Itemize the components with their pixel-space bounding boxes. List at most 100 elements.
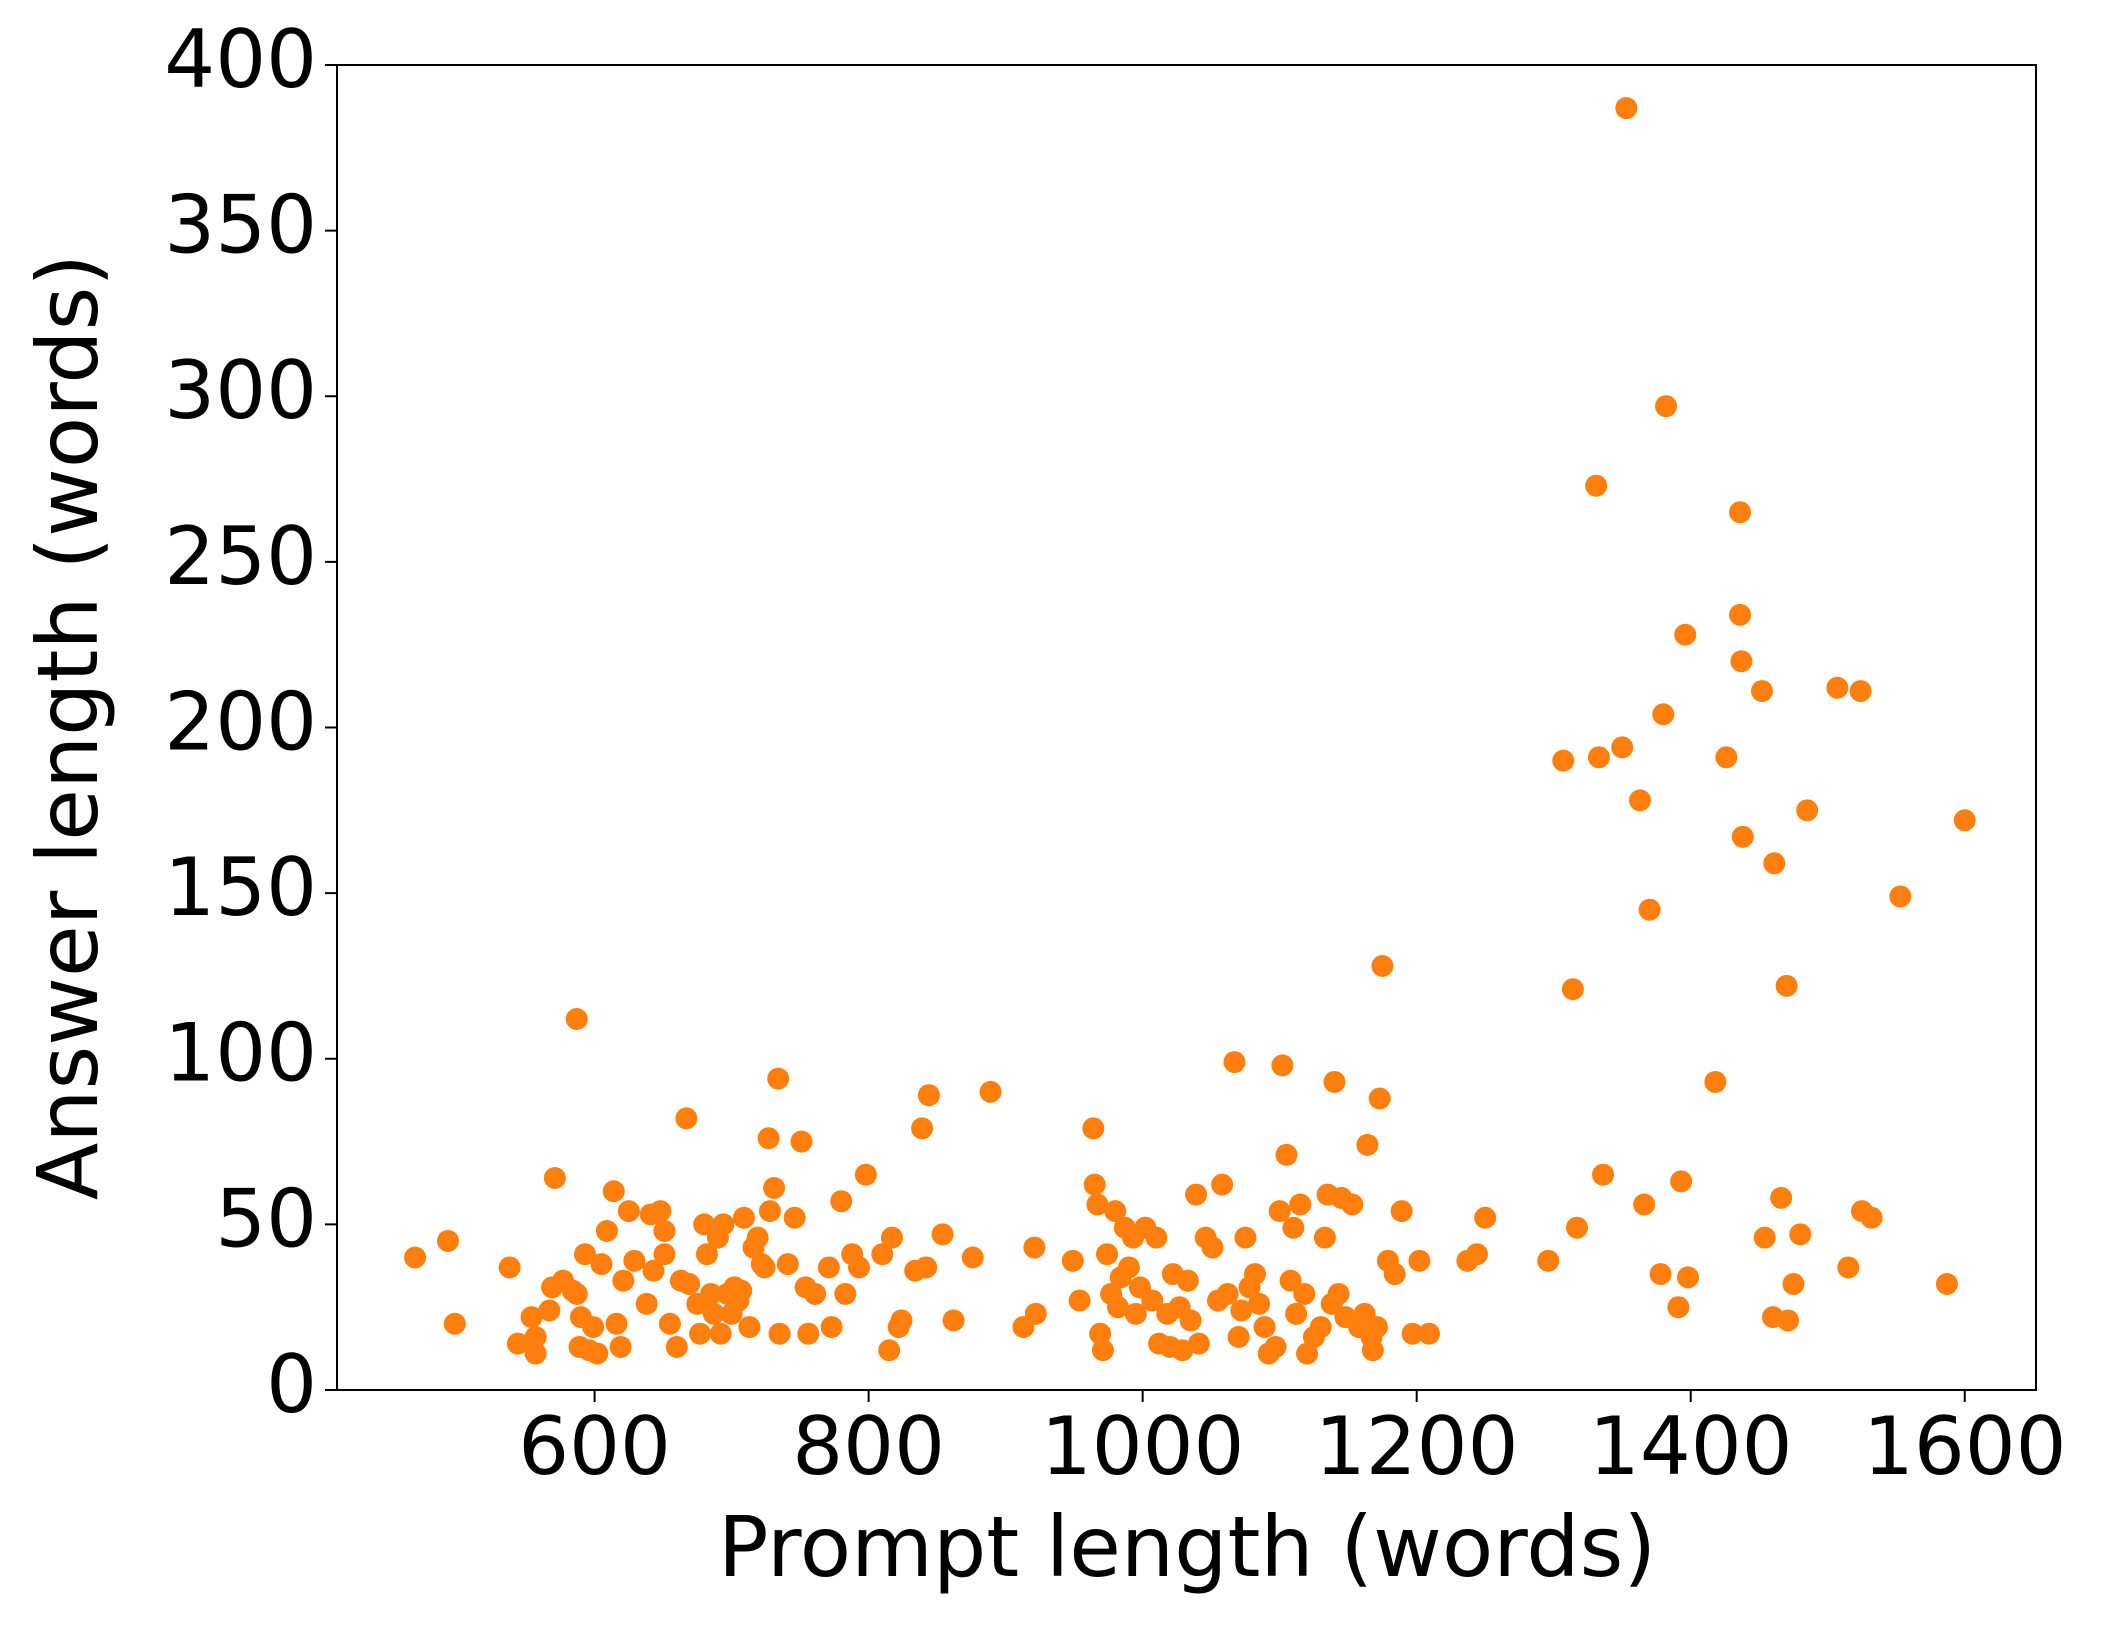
point <box>1289 1193 1312 1216</box>
point <box>1089 1322 1112 1345</box>
point <box>506 1332 529 1355</box>
point <box>1275 1143 1298 1166</box>
y-tick-label: 100 <box>164 1007 317 1100</box>
point <box>1537 1249 1560 1272</box>
point <box>767 1067 790 1090</box>
point <box>931 1223 954 1246</box>
point <box>738 1316 761 1339</box>
point <box>911 1117 934 1140</box>
x-tick-label: 1200 <box>1315 1400 1519 1493</box>
point <box>768 1322 791 1345</box>
point <box>890 1309 913 1332</box>
point <box>617 1200 640 1223</box>
point <box>1096 1243 1119 1266</box>
point <box>915 1256 938 1279</box>
point <box>848 1256 871 1279</box>
point <box>1889 885 1912 908</box>
point <box>1268 1200 1291 1223</box>
point <box>609 1335 632 1358</box>
point <box>1282 1216 1305 1239</box>
point <box>1145 1226 1168 1249</box>
point <box>1024 1302 1047 1325</box>
point <box>1227 1326 1250 1348</box>
point <box>653 1243 676 1266</box>
point <box>817 1256 840 1279</box>
x-tick-label: 1400 <box>1589 1400 1793 1493</box>
point <box>1418 1322 1441 1345</box>
point <box>1234 1226 1257 1249</box>
point <box>1935 1273 1958 1295</box>
point <box>1313 1226 1336 1249</box>
point <box>763 1176 786 1199</box>
point <box>605 1312 628 1335</box>
point <box>524 1326 547 1348</box>
point <box>1216 1282 1239 1305</box>
point <box>1465 1243 1488 1266</box>
point <box>746 1226 769 1249</box>
point <box>1187 1332 1210 1355</box>
y-tick-label: 350 <box>164 179 317 272</box>
point <box>1615 97 1638 120</box>
point <box>880 1226 903 1249</box>
point <box>665 1335 688 1358</box>
point <box>783 1206 806 1229</box>
point <box>753 1256 776 1279</box>
y-tick-label: 0 <box>266 1338 317 1431</box>
point <box>830 1190 853 1213</box>
x-tick-label: 1000 <box>1041 1400 1245 1493</box>
point <box>1585 474 1608 497</box>
point <box>1296 1342 1319 1365</box>
point <box>1179 1309 1202 1332</box>
point <box>1565 1216 1588 1239</box>
point <box>1068 1289 1091 1312</box>
plot-frame <box>336 64 2037 1391</box>
y-tick-label: 300 <box>164 344 317 437</box>
point <box>1091 1339 1114 1362</box>
point <box>1211 1173 1234 1196</box>
point <box>1361 1339 1384 1362</box>
point <box>758 1200 781 1223</box>
point <box>612 1269 635 1292</box>
point <box>1655 395 1678 418</box>
point <box>757 1127 780 1150</box>
point <box>1731 825 1754 848</box>
point <box>702 1302 725 1325</box>
point <box>1953 809 1976 832</box>
point <box>1271 1054 1294 1077</box>
y-tick-label: 50 <box>215 1172 317 1265</box>
point <box>590 1253 613 1276</box>
point <box>1649 1263 1672 1286</box>
point <box>1849 680 1872 703</box>
x-axis-label: Prompt length (words) <box>718 1498 1656 1596</box>
point <box>1106 1296 1129 1319</box>
point <box>1729 603 1752 626</box>
point <box>623 1249 646 1272</box>
point <box>878 1339 901 1362</box>
point <box>871 1243 894 1266</box>
point <box>942 1309 965 1332</box>
point <box>1124 1302 1147 1325</box>
point <box>1082 1117 1105 1140</box>
point <box>1777 1309 1800 1332</box>
point <box>1264 1335 1287 1358</box>
point <box>635 1292 658 1315</box>
point <box>1860 1206 1883 1229</box>
point <box>595 1220 618 1242</box>
point <box>1592 1163 1615 1186</box>
point <box>675 1107 698 1130</box>
point <box>436 1229 459 1252</box>
point <box>790 1130 813 1153</box>
point <box>1223 1051 1246 1074</box>
point <box>1371 955 1394 977</box>
point <box>1176 1269 1199 1292</box>
point <box>1667 1296 1690 1319</box>
point <box>538 1299 561 1322</box>
point <box>689 1322 712 1345</box>
y-tick-label: 200 <box>164 675 317 768</box>
point <box>524 1342 547 1365</box>
point <box>1674 623 1697 646</box>
point <box>1323 1070 1346 1093</box>
point <box>1633 1193 1656 1216</box>
point <box>1782 1273 1805 1295</box>
